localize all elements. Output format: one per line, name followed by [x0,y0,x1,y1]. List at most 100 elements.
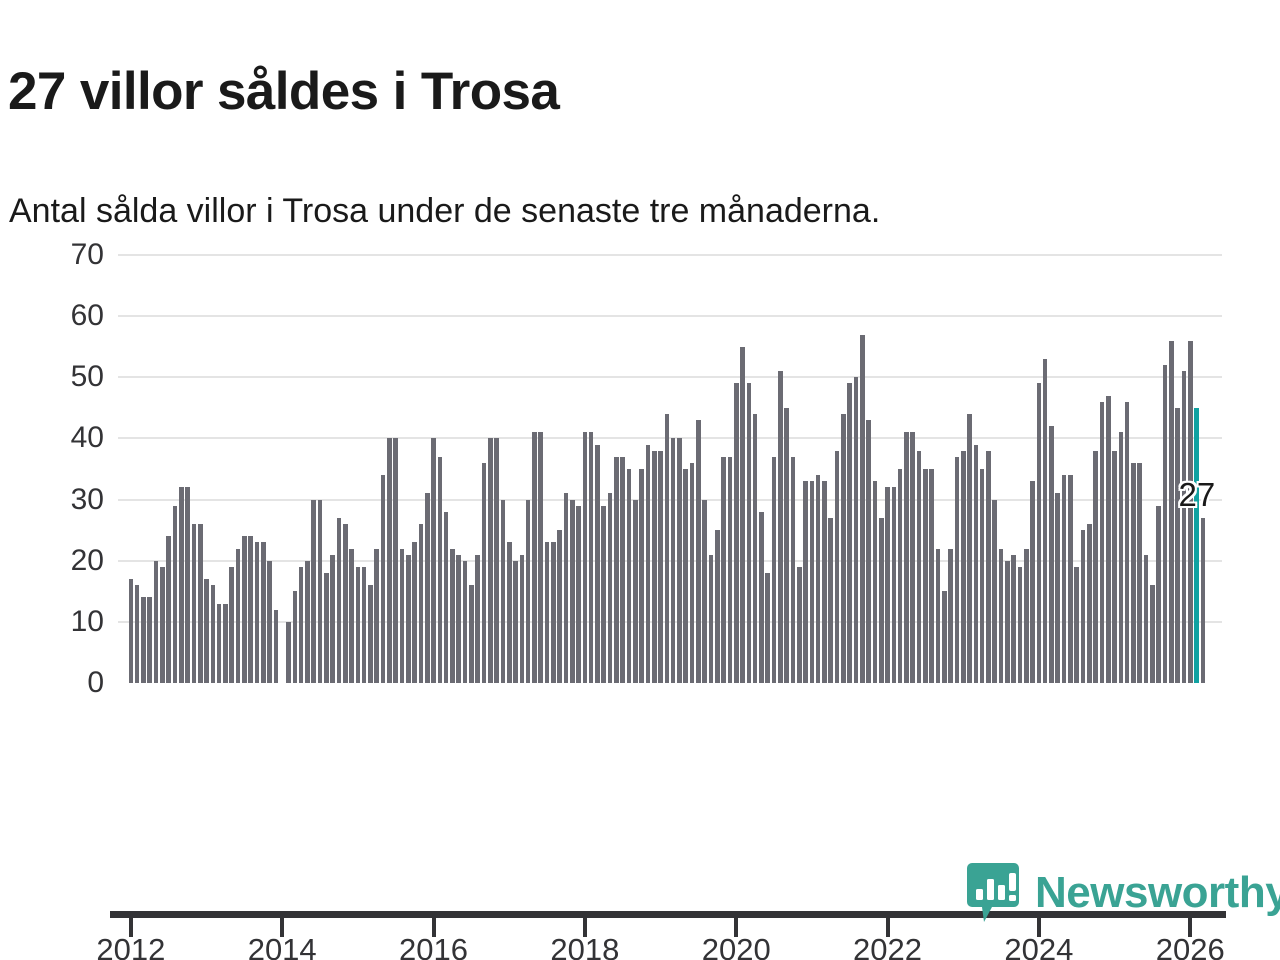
bar [796,566,802,683]
bar [456,554,462,683]
bar [1005,560,1010,683]
bar [696,420,701,683]
bar [614,456,619,683]
bar [1187,340,1193,683]
bar [1181,371,1187,683]
x-axis-line [110,911,1226,918]
bar [1023,548,1029,683]
bar [986,450,991,683]
bar [481,462,487,683]
bar [1036,383,1042,683]
newsworthy-logo: Newsworthy [966,862,1280,924]
bar [1080,530,1086,683]
y-axis-tick-label: 0 [87,666,104,699]
bar [834,450,840,683]
bar [286,621,291,683]
bar-chart: 0 10 20 30 40 50 60 70 2012 2014 2016 2018 2020 2022… [0,232,1280,960]
bar [910,432,916,683]
bar [916,450,922,683]
bar [771,456,777,683]
bar [576,505,581,683]
bar [708,554,714,683]
bar [128,579,134,683]
bar [639,469,644,683]
gridline [118,620,1222,623]
bar [923,469,928,683]
bar [1068,475,1073,683]
bar [160,566,165,683]
bar [254,542,260,683]
bar [1118,432,1124,683]
y-axis-tick-label: 70 [70,238,104,271]
bar [866,420,871,683]
bar [197,524,203,683]
bar [935,548,941,683]
bar [216,603,222,683]
bar [210,585,216,683]
bar [998,548,1004,683]
bar [462,560,468,683]
y-axis-tick-label: 60 [70,299,104,333]
bar [1162,365,1168,683]
bar [626,469,632,683]
bar [153,560,159,683]
bar [683,469,689,683]
x-axis-tick [280,915,285,937]
bar [494,438,499,683]
bar [431,438,436,683]
bar [885,487,890,683]
bar [557,530,562,683]
bar [260,542,266,683]
x-axis-tick-label: 2018 [550,932,620,960]
x-axis-tick [431,915,436,937]
bar [424,493,430,683]
bar [305,560,310,683]
bar [954,456,960,683]
bar [752,413,758,683]
bar [601,505,607,683]
bar [500,499,506,683]
bar [267,560,272,683]
x-axis-tick [582,915,587,937]
logo-wordmark: Newsworthy [1035,868,1280,917]
x-axis-tick [885,915,890,937]
y-axis: 0 10 20 30 40 50 60 70 [28,232,104,752]
x-axis-tick-label: 2022 [853,932,923,960]
bar [891,487,897,683]
bar [324,572,329,683]
bar [607,493,613,683]
bar [948,548,953,683]
bar [166,536,171,683]
gridline [118,254,1222,256]
bar [582,432,588,683]
bar [967,413,972,683]
bar [847,383,852,683]
bar [803,481,808,683]
bar [292,591,298,683]
bar [651,450,657,683]
bar [223,603,228,683]
bar [475,554,480,683]
bar [790,456,796,683]
x-axis-tick-label: 2024 [1004,932,1074,960]
bar [677,438,682,683]
bar [733,383,739,683]
bar [134,585,140,683]
gridline [118,559,1222,562]
bar [235,548,241,683]
bar [1017,566,1023,683]
bar [506,542,512,683]
bar [147,597,153,683]
bar [298,566,304,683]
bar [746,383,752,683]
bar [538,432,544,683]
bar [784,407,789,683]
bar [897,469,903,683]
bar [393,438,398,683]
bar [960,450,966,683]
bar [1200,517,1206,683]
bar [1156,505,1161,683]
bar [248,536,253,683]
bar [525,499,531,683]
bar [513,560,518,683]
